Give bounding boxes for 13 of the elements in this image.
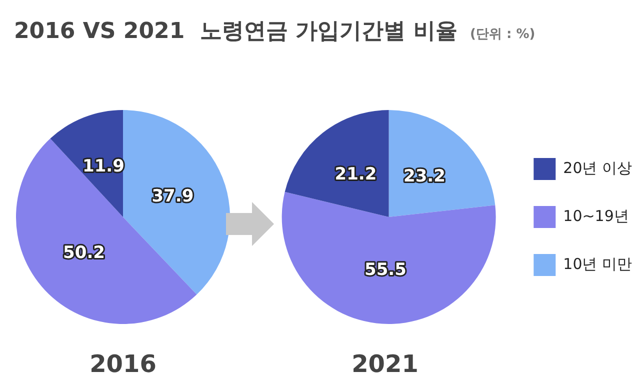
data-label: 21.2: [334, 164, 377, 184]
text: 2021: [350, 350, 420, 378]
text: 2016: [88, 350, 158, 378]
data-label: 37.9: [152, 186, 194, 207]
legend-label: 10년 미만: [563, 254, 632, 273]
chart-subtitle: (단위 : %): [470, 26, 536, 43]
data-label: 50.2: [63, 243, 105, 264]
data-label: 55.5: [364, 260, 406, 280]
chart-title: 2016 VS 2021 노령연금 가입기간별 비율: [14, 18, 458, 46]
data-label: 23.2: [404, 166, 446, 187]
data-label: 11.9: [82, 156, 124, 177]
legend-label: 10~19년: [563, 206, 629, 225]
legend-label: 20년 이상: [563, 158, 632, 177]
